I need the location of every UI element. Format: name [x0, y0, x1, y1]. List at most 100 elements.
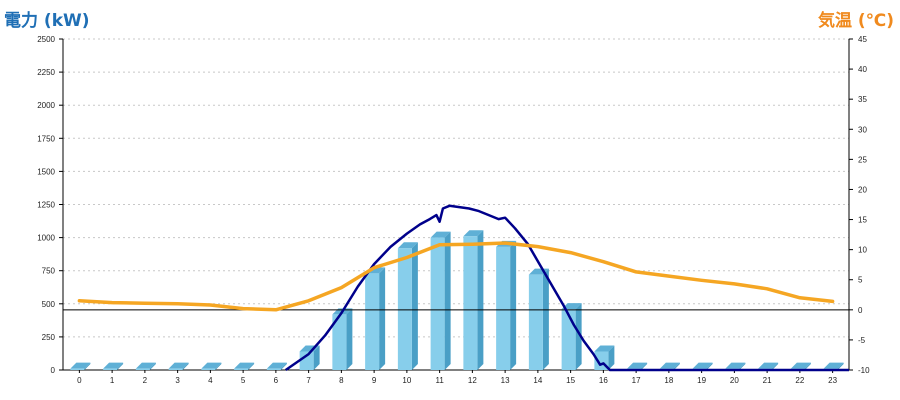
bar-side	[84, 362, 91, 370]
x-tick-label: 22	[795, 376, 804, 385]
bar-side	[477, 230, 484, 370]
bar-top	[234, 362, 255, 369]
right-tick-label: 35	[858, 95, 867, 104]
bar-front	[70, 368, 85, 370]
bar-top	[103, 362, 124, 369]
left-tick-label: 2500	[37, 35, 55, 44]
bar-front	[168, 368, 183, 370]
left-tick-label: 1750	[37, 134, 55, 143]
bar-top	[758, 362, 779, 369]
bar	[103, 362, 124, 370]
x-tick-label: 2	[143, 376, 148, 385]
x-tick-label: 7	[306, 376, 311, 385]
right-tick-label: 20	[858, 185, 867, 194]
bar-side	[248, 362, 255, 370]
bar-top	[397, 242, 418, 249]
bar-front	[463, 236, 478, 370]
x-tick-label: 0	[77, 376, 82, 385]
x-tick-label: 13	[501, 376, 510, 385]
bar-top	[725, 362, 746, 369]
bar	[266, 362, 287, 370]
bar	[234, 362, 255, 370]
left-tick-label: 2000	[37, 101, 55, 110]
x-tick-label: 12	[468, 376, 477, 385]
bar	[365, 267, 386, 370]
bar-top	[430, 231, 451, 238]
x-tick-label: 16	[599, 376, 608, 385]
x-tick-label: 23	[828, 376, 837, 385]
x-tick-label: 20	[730, 376, 739, 385]
bar-top	[627, 362, 648, 369]
bar-front	[266, 368, 281, 370]
bar-top	[692, 362, 713, 369]
x-tick-label: 5	[241, 376, 246, 385]
bar-top	[659, 362, 680, 369]
bar	[201, 362, 222, 370]
bar-side	[804, 362, 811, 370]
bar-top	[266, 362, 287, 369]
bar	[332, 308, 353, 370]
left-tick-label: 1500	[37, 167, 55, 176]
bar-top	[201, 362, 222, 369]
bar-front	[201, 368, 216, 370]
bar-side	[379, 267, 386, 370]
bar-top	[463, 230, 484, 237]
bar	[430, 231, 451, 370]
bar-side	[182, 362, 189, 370]
left-tick-label: 500	[42, 300, 56, 309]
right-tick-label: -10	[858, 366, 870, 375]
bar	[561, 303, 582, 370]
x-tick-label: 11	[435, 376, 444, 385]
x-tick-label: 4	[208, 376, 213, 385]
bar	[70, 362, 91, 370]
bar-top	[70, 362, 91, 369]
bar	[299, 345, 320, 370]
bar-side	[706, 362, 713, 370]
bar-front	[299, 351, 314, 370]
x-tick-label: 21	[763, 376, 772, 385]
bar-side	[313, 345, 320, 370]
bar	[397, 242, 418, 370]
bar-side	[739, 362, 746, 370]
right-tick-label: -5	[858, 336, 866, 345]
left-tick-label: 750	[42, 267, 56, 276]
left-axis-title: 電力 (kW)	[4, 11, 90, 31]
left-tick-label: 0	[51, 366, 56, 375]
bar-top	[823, 362, 844, 369]
right-tick-label: 25	[858, 155, 867, 164]
x-tick-label: 3	[175, 376, 180, 385]
bar-front	[561, 309, 576, 370]
right-tick-label: 45	[858, 35, 867, 44]
right-tick-label: 15	[858, 216, 867, 225]
bar-side	[641, 362, 648, 370]
bar-side	[772, 362, 779, 370]
bar	[463, 230, 484, 370]
left-tick-label: 1000	[37, 234, 55, 243]
right-tick-label: 5	[858, 276, 863, 285]
x-tick-label: 10	[402, 376, 411, 385]
temperature-line	[77, 241, 835, 312]
bar-front	[103, 368, 118, 370]
bar-side	[117, 362, 124, 370]
right-tick-label: 30	[858, 125, 867, 134]
power-line	[284, 204, 849, 372]
bar	[594, 345, 615, 370]
x-tick-label: 1	[110, 376, 115, 385]
bar-side	[673, 362, 680, 370]
bar-side	[215, 362, 222, 370]
x-tick-label: 14	[533, 376, 542, 385]
left-tick-label: 1250	[37, 201, 55, 210]
right-tick-label: 40	[858, 65, 867, 74]
right-tick-label: 0	[858, 306, 863, 315]
right-tick-label: 10	[858, 246, 867, 255]
left-tick-label: 250	[42, 333, 56, 342]
bar-front	[430, 237, 445, 370]
bar-side	[411, 242, 418, 370]
bar-side	[837, 362, 844, 370]
bar-front	[528, 274, 543, 370]
bar-front	[332, 314, 347, 370]
x-tick-label: 19	[697, 376, 706, 385]
bar-front	[496, 246, 511, 370]
x-tick-label: 18	[664, 376, 673, 385]
